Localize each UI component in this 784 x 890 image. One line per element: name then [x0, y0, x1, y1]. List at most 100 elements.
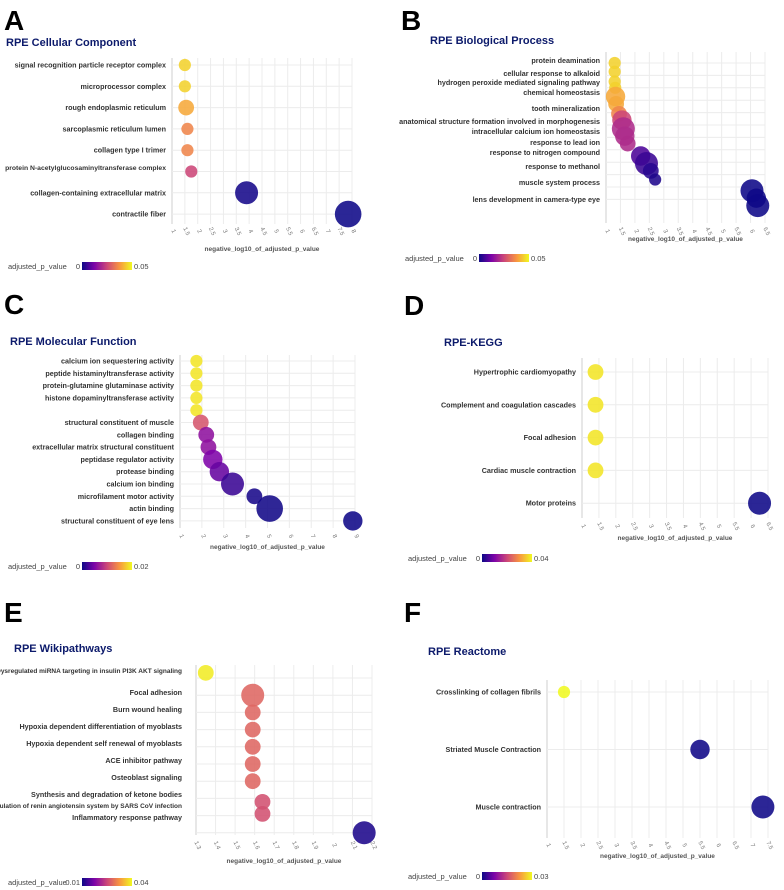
data-point: [352, 821, 376, 845]
legend-max: 0.04: [534, 554, 549, 563]
category-label: muscle system process: [519, 178, 600, 187]
panel-c: C RPE Molecular Function 1 2 3 4 5 6 7 8 9 calcium …: [4, 289, 363, 571]
category-label: protein deamination: [531, 56, 600, 65]
x-tick-label: 4: [681, 524, 688, 530]
data-point: [343, 511, 363, 531]
category-label: Cardiac muscle contraction: [482, 466, 576, 475]
x-tick-label: 2: [613, 524, 620, 530]
data-point: [587, 396, 604, 413]
category-label: response to lead ion: [530, 138, 600, 147]
x-tick-label: 1: [603, 229, 610, 235]
panel-f: F RPE Reactome 1 1.5 2 2.5 3 3.5 4 4.5 5 5.5 6 6.5 7 7.…: [404, 597, 775, 881]
legend-title: adjusted_p_value: [8, 878, 67, 887]
category-label: tooth mineralization: [532, 104, 600, 113]
x-tick-label: 2: [330, 843, 337, 849]
data-point: [608, 56, 621, 70]
category-label: protease binding: [116, 467, 174, 476]
x-tick-label: 2.2: [368, 841, 377, 852]
data-point: [254, 793, 271, 810]
data-point: [244, 756, 261, 772]
panel-title: RPE Wikipathways: [14, 643, 112, 655]
x-tick-label: 3: [221, 229, 228, 235]
legend-max: 0.03: [534, 872, 549, 881]
panel-label-f: F: [404, 597, 421, 628]
panel-d: D RPE-KEGG 1 1.5 2 2.5 3 3.5 4 4.5 5 5.5 6 6.5 Hypertr…: [404, 290, 774, 563]
category-label: Deregulation of renin angiotensin system…: [0, 803, 182, 810]
legend-title: adjusted_p_value: [8, 262, 67, 271]
x-tick-label: 6: [287, 534, 294, 540]
data-point: [587, 462, 604, 479]
x-axis-title: negative_log10_of_adjusted_p_value: [600, 853, 715, 860]
category-label: calcium ion sequestering activity: [61, 357, 174, 366]
data-point: [181, 122, 194, 135]
x-tick-label: 1.8: [290, 841, 299, 852]
legend-min: 0: [476, 554, 480, 563]
category-label: Inflammatory response pathway: [72, 813, 182, 822]
x-tick-label: 9: [352, 534, 359, 540]
data-point: [178, 80, 191, 93]
x-tick-label: 1.3: [192, 841, 201, 852]
category-label: rough endoplasmic reticulum: [65, 103, 166, 112]
data-point: [748, 491, 772, 515]
category-label: intracellular calcium ion homeostasis: [472, 127, 600, 136]
category-label: response to methanol: [525, 162, 600, 171]
colorbar-legend: adjusted_p_value 0 0.03: [408, 872, 549, 881]
legend-min: 0: [473, 254, 477, 263]
panel-title: RPE Biological Process: [430, 35, 554, 47]
legend-colorbar: [479, 254, 529, 262]
legend-min: 0.01: [65, 878, 80, 887]
x-tick-label: 6: [748, 229, 755, 235]
category-label: response to nitrogen compound: [490, 148, 600, 157]
panel-b: B RPE Biological Process 1 1.5 2 2.5 3 3.5 4 4.5 5…: [399, 5, 771, 263]
x-tick-label: 8: [349, 229, 356, 235]
category-label: Complement and coagulation cascades: [441, 400, 576, 409]
colorbar-legend: adjusted_p_value 0 0.05: [405, 254, 546, 263]
data-point: [587, 364, 604, 380]
category-label: contractile fiber: [112, 210, 166, 219]
x-tick-label: 7: [324, 229, 331, 235]
data-point: [190, 404, 203, 417]
x-tick-label: 8: [331, 534, 338, 540]
category-label: anatomical structure formation involved …: [399, 117, 600, 126]
x-tick-label: 2.5: [646, 227, 655, 238]
x-tick-label: 2: [199, 534, 206, 540]
x-tick-label: 2: [578, 843, 585, 849]
x-tick-label: 6.5: [730, 841, 739, 852]
data-point: [746, 194, 770, 218]
x-tick-label: 5.5: [284, 227, 293, 238]
x-axis-title: negative_log10_of_adjusted_p_value: [227, 858, 342, 865]
panel-title: RPE Molecular Function: [10, 336, 137, 348]
panel-label-b: B: [401, 5, 421, 36]
x-tick-label: 5: [680, 843, 687, 849]
x-tick-label: 2.1: [349, 841, 358, 852]
category-label: structural constituent of eye lens: [61, 516, 174, 525]
category-label: collagen-containing extracellular matrix: [30, 188, 166, 197]
x-tick-label: 4.5: [258, 227, 267, 238]
x-tick-label: 1.7: [271, 841, 280, 852]
x-tick-label: 5.5: [733, 227, 742, 238]
data-point: [235, 181, 259, 205]
data-point: [649, 173, 662, 186]
x-tick-label: 6.5: [310, 227, 319, 238]
x-tick-label: 6: [749, 524, 756, 530]
x-tick-label: 6: [298, 229, 305, 235]
data-point: [190, 367, 203, 380]
legend-min: 0: [76, 562, 80, 571]
x-tick-label: 1.5: [617, 227, 626, 238]
category-label: actin binding: [129, 504, 174, 513]
x-axis-title: negative_log10_of_adjusted_p_value: [628, 236, 743, 243]
category-label: extracellular matrix structural constitu…: [32, 443, 174, 452]
category-label: chemical homeostasis: [523, 88, 600, 97]
x-tick-label: 1: [544, 843, 551, 849]
x-tick-label: 3: [612, 843, 619, 849]
x-axis-title: negative_log10_of_adjusted_p_value: [205, 246, 320, 253]
category-label: Hypertrophic cardiomyopathy: [474, 368, 576, 377]
legend-max: 0.04: [134, 878, 149, 887]
category-label: Burn wound healing: [113, 705, 182, 714]
x-tick-label: 4: [247, 229, 254, 235]
x-tick-label: 4: [646, 843, 653, 849]
category-label: structural constituent of muscle: [65, 418, 174, 427]
x-tick-label: 6: [714, 843, 721, 849]
data-point: [221, 472, 244, 496]
